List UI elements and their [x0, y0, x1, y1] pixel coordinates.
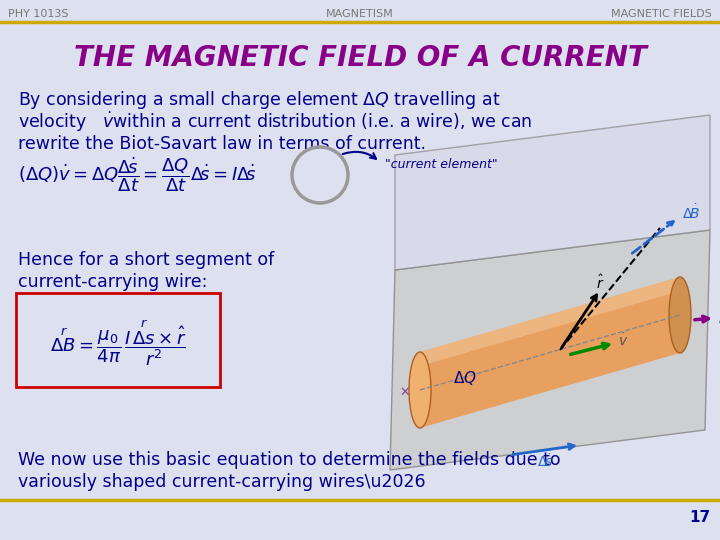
Text: 17: 17 — [689, 510, 710, 525]
Ellipse shape — [409, 352, 431, 428]
Text: We now use this basic equation to determine the fields due to: We now use this basic equation to determ… — [18, 451, 561, 469]
Text: MAGNETIC FIELDS: MAGNETIC FIELDS — [611, 9, 712, 19]
Text: $\hat{r}$: $\hat{r}$ — [595, 274, 604, 292]
FancyBboxPatch shape — [16, 293, 220, 387]
Text: MAGNETISM: MAGNETISM — [326, 9, 394, 19]
Text: ✕: ✕ — [400, 386, 410, 399]
Text: $\Delta Q$: $\Delta Q$ — [453, 369, 477, 387]
Text: $\Delta\!\dot{B}$: $\Delta\!\dot{B}$ — [682, 204, 700, 222]
Text: $\dot{v}$: $\dot{v}$ — [618, 333, 629, 349]
Text: By considering a small charge element $\Delta Q$ travelling at: By considering a small charge element $\… — [18, 89, 500, 111]
Text: $\overset{r}{\Delta B} = \dfrac{\mu_0}{4\pi}\,\dfrac{I\,\overset{r}{\Delta s}\ti: $\overset{r}{\Delta B} = \dfrac{\mu_0}{4… — [50, 318, 186, 368]
Text: THE MAGNETIC FIELD OF A CURRENT: THE MAGNETIC FIELD OF A CURRENT — [73, 44, 647, 72]
Polygon shape — [395, 115, 710, 270]
Text: PHY 1013S: PHY 1013S — [8, 9, 68, 19]
Text: Hence for a short segment of: Hence for a short segment of — [18, 251, 274, 269]
Text: $\Delta\!\dot{s}$: $\Delta\!\dot{s}$ — [537, 454, 553, 470]
Text: variously shaped current-carrying wires\u2026: variously shaped current-carrying wires\… — [18, 473, 426, 491]
Text: current-carrying wire:: current-carrying wire: — [18, 273, 207, 291]
Polygon shape — [420, 277, 680, 428]
Text: $I$: $I$ — [718, 310, 720, 326]
Polygon shape — [390, 230, 710, 470]
Text: "current element": "current element" — [385, 159, 498, 172]
Text: $(\Delta Q)\dot{v} = \Delta Q\dfrac{\Delta\!\dot{s}}{\Delta t} = \dfrac{\Delta Q: $(\Delta Q)\dot{v} = \Delta Q\dfrac{\Del… — [18, 156, 257, 194]
Ellipse shape — [669, 277, 691, 353]
Text: rewrite the Biot-Savart law in terms of current.: rewrite the Biot-Savart law in terms of … — [18, 135, 426, 153]
Polygon shape — [420, 277, 680, 366]
Text: velocity   $\dot{v}$within a current distribution (i.e. a wire), we can: velocity $\dot{v}$within a current distr… — [18, 110, 532, 134]
